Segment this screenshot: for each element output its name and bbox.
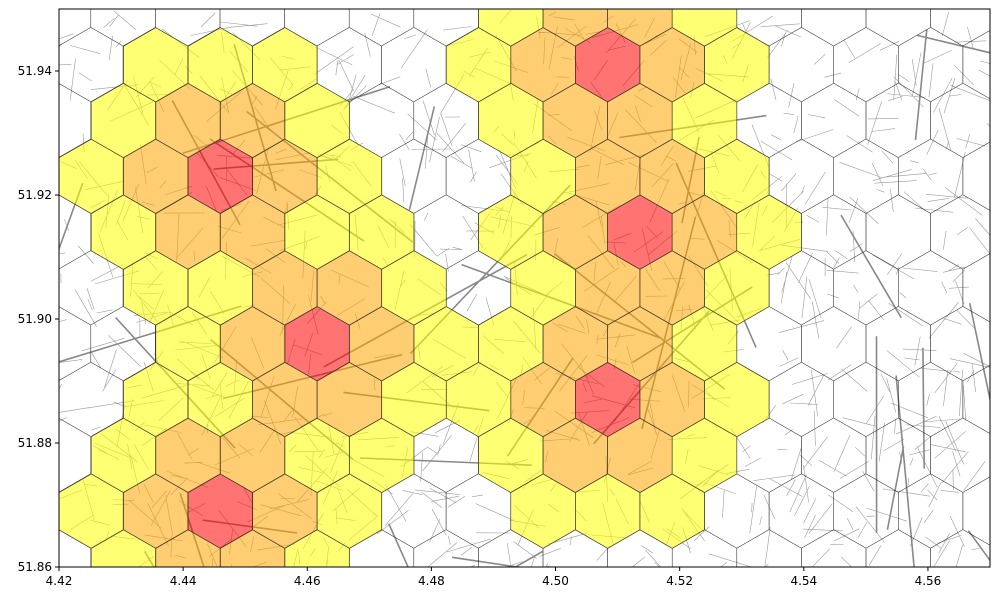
- hex-cell-outline: [930, 9, 990, 47]
- y-tick-label: 51.92: [18, 188, 52, 202]
- hexbin: [639, 473, 705, 549]
- x-tick-label: 4.44: [170, 574, 197, 588]
- hex-cell-outline: [865, 9, 931, 47]
- hexbin: [284, 529, 350, 567]
- x-tick-label: 4.50: [542, 574, 569, 588]
- y-tick-label: 51.88: [18, 436, 52, 450]
- x-tick-label: 4.46: [294, 574, 321, 588]
- axes: 4.42 4.44 4.46 4.48 4.50 4.52 4.54 4.56 51.86 51.…: [18, 64, 942, 588]
- x-tick-label: 4.56: [915, 574, 942, 588]
- x-tick-label: 4.48: [418, 574, 445, 588]
- y-tick-label: 51.94: [18, 64, 52, 78]
- hex-cell-outline: [90, 9, 156, 47]
- plot-frame: [58, 8, 991, 568]
- hex-cell-outline: [348, 9, 415, 47]
- y-tick-label: 51.90: [18, 312, 52, 326]
- x-tick-label: 4.42: [46, 574, 73, 588]
- y-tick-label: 51.86: [18, 560, 52, 574]
- x-tick-label: 4.54: [790, 574, 817, 588]
- hex-cell-outline: [801, 9, 867, 47]
- x-tick-label: 4.52: [666, 574, 693, 588]
- hexbin-layer: [59, 9, 802, 567]
